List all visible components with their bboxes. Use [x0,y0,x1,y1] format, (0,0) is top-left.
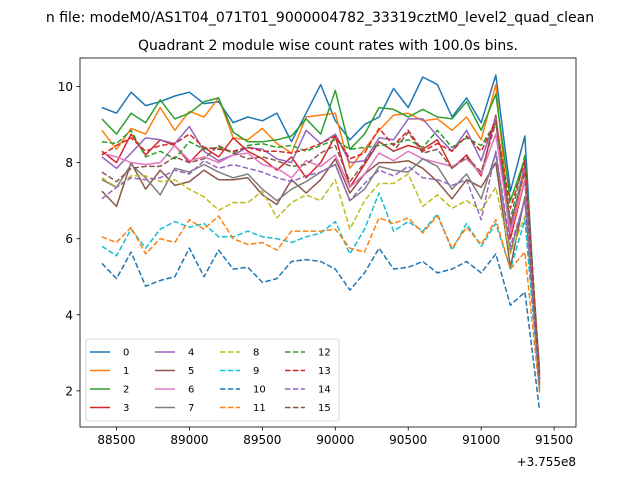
x-tick-label: 91000 [462,433,500,447]
legend-label-0: 0 [123,348,129,359]
series-line-1 [101,83,541,376]
figure-suptitle: n file: modeM0/AS1T04_071T01_9000004782_… [46,10,594,26]
x-tick-label: 90000 [316,433,354,447]
x-tick-label: 89500 [243,433,281,447]
x-tick-label: 91500 [535,433,573,447]
series-line-14 [101,150,541,384]
legend-label-3: 3 [123,403,129,414]
y-tick-label: 6 [65,232,73,246]
legend-label-5: 5 [188,366,194,377]
series-line-15 [101,121,541,380]
y-tick-label: 2 [65,384,73,398]
legend-label-13: 13 [318,366,331,377]
legend-label-4: 4 [188,348,194,359]
legend-label-14: 14 [318,385,331,396]
series-line-10 [101,247,541,410]
y-tick-label: 8 [65,156,73,170]
x-tick-label: 89000 [170,433,208,447]
series-line-11 [101,215,541,393]
legend-label-7: 7 [188,403,194,414]
legend-box [85,338,340,422]
legend-label-9: 9 [253,366,259,377]
legend-label-2: 2 [123,385,129,396]
x-offset-label: +3.755e8 [517,455,576,469]
x-axis: 88500 89000 89500 90000 90500 91000 91500 [97,427,573,447]
axes-frame [79,57,577,428]
series-line-9 [101,192,541,390]
chart-title: Quadrant 2 module wise count rates with … [138,38,518,54]
series-line-6 [101,133,541,378]
series-line-13 [101,120,541,374]
series-line-0 [101,74,541,391]
series-line-12 [101,121,541,372]
x-tick-label: 88500 [97,433,135,447]
legend-label-6: 6 [188,385,194,396]
series-layer [101,74,541,410]
y-tick-label: 10 [58,80,73,94]
legend-label-1: 1 [123,366,129,377]
legend-label-11: 11 [253,403,266,414]
series-line-2 [101,89,541,380]
legend-label-12: 12 [318,348,331,359]
y-axis: 2 4 6 8 10 [58,80,80,398]
legend-label-15: 15 [318,403,331,414]
legend-label-10: 10 [253,385,266,396]
series-line-8 [101,173,541,386]
y-tick-label: 4 [65,308,73,322]
x-tick-label: 90500 [389,433,427,447]
legend-label-8: 8 [253,348,259,359]
